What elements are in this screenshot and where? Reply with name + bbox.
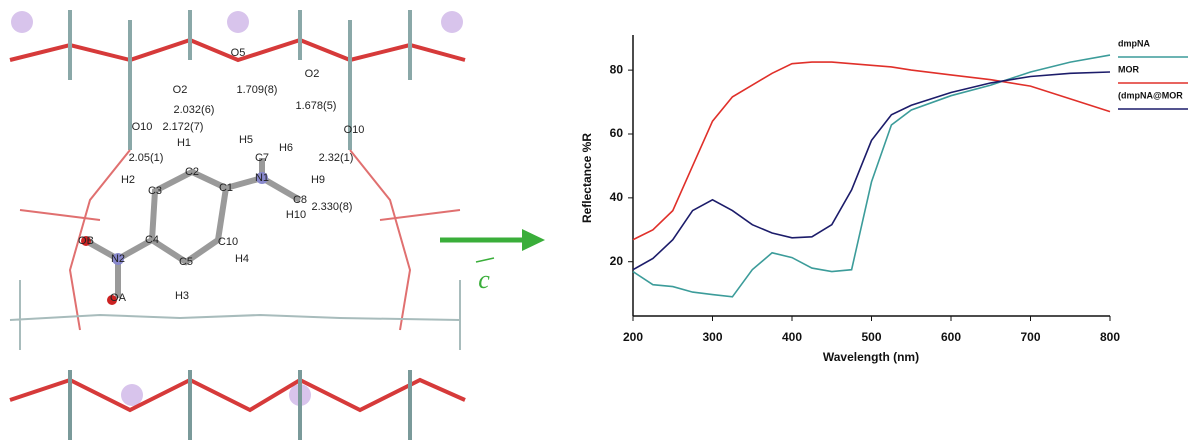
- atom-label: C5: [179, 256, 193, 268]
- series-line: [633, 55, 1110, 297]
- atom-label: 2.330(8): [312, 201, 353, 213]
- x-tick-label: 600: [941, 330, 961, 344]
- atom-label: C8: [293, 194, 307, 206]
- y-tick-label: 20: [610, 254, 624, 268]
- x-axis-label: Wavelength (nm): [823, 350, 919, 364]
- atom-label: 2.172(7): [163, 121, 204, 133]
- atom-label: C2: [185, 166, 199, 178]
- framework: [10, 10, 465, 440]
- atom-label: 2.05(1): [129, 152, 164, 164]
- x-tick-label: 700: [1020, 330, 1040, 344]
- atom-label: C4: [145, 234, 159, 246]
- figure: c O5 O2 O2 1.709(8) 1.678(5) 2.032(6) H5 H6 O10 2…: [0, 0, 1191, 440]
- atom-label: C3: [148, 185, 162, 197]
- atom-label: 2.032(6): [174, 104, 215, 116]
- atom-label: 1.678(5): [296, 100, 337, 112]
- atom-label: O10: [132, 121, 153, 133]
- x-tick-label: 800: [1100, 330, 1120, 344]
- atom-label: H3: [175, 290, 189, 302]
- y-axis-label: Reflectance %R: [580, 133, 594, 223]
- atom-label: H1: [177, 137, 191, 149]
- atom-label: OA: [110, 292, 127, 304]
- legend-label: dmpNA: [1118, 38, 1150, 48]
- x-tick-label: 200: [623, 330, 643, 344]
- atom-label: H10: [286, 209, 306, 221]
- atom-label: O2: [173, 84, 188, 96]
- x-tick-label: 500: [861, 330, 881, 344]
- y-tick-label: 80: [610, 62, 624, 76]
- y-tick-label: 40: [610, 190, 624, 204]
- x-tick-label: 300: [702, 330, 722, 344]
- atom-label: O2: [305, 68, 320, 80]
- x-tick-label: 400: [782, 330, 802, 344]
- atom-label: N1: [255, 172, 269, 184]
- y-tick-label: 60: [610, 126, 624, 140]
- atom-label: O10: [344, 124, 365, 136]
- atom-label: H4: [235, 253, 249, 265]
- atom-label: 2.32(1): [319, 152, 354, 164]
- arrow: c: [440, 229, 545, 294]
- legend-label: (dmpNA@MOR: [1118, 90, 1183, 100]
- atom-label: H9: [311, 174, 325, 186]
- atom-label: O5: [231, 47, 246, 59]
- atom-label: 1.709(8): [237, 84, 278, 96]
- atom-label: N2: [111, 253, 125, 265]
- legend-label: MOR: [1118, 64, 1139, 74]
- atom-label: OB: [78, 235, 94, 247]
- atom-label: C7: [255, 152, 269, 164]
- series-line: [633, 72, 1110, 270]
- atom-label: H5: [239, 134, 253, 146]
- vector-label: c: [478, 265, 490, 294]
- atom-label: C10: [218, 236, 238, 248]
- atom-label: H6: [279, 142, 293, 154]
- series-line: [633, 62, 1110, 240]
- atom-label: C1: [219, 182, 233, 194]
- atom-label: H2: [121, 174, 135, 186]
